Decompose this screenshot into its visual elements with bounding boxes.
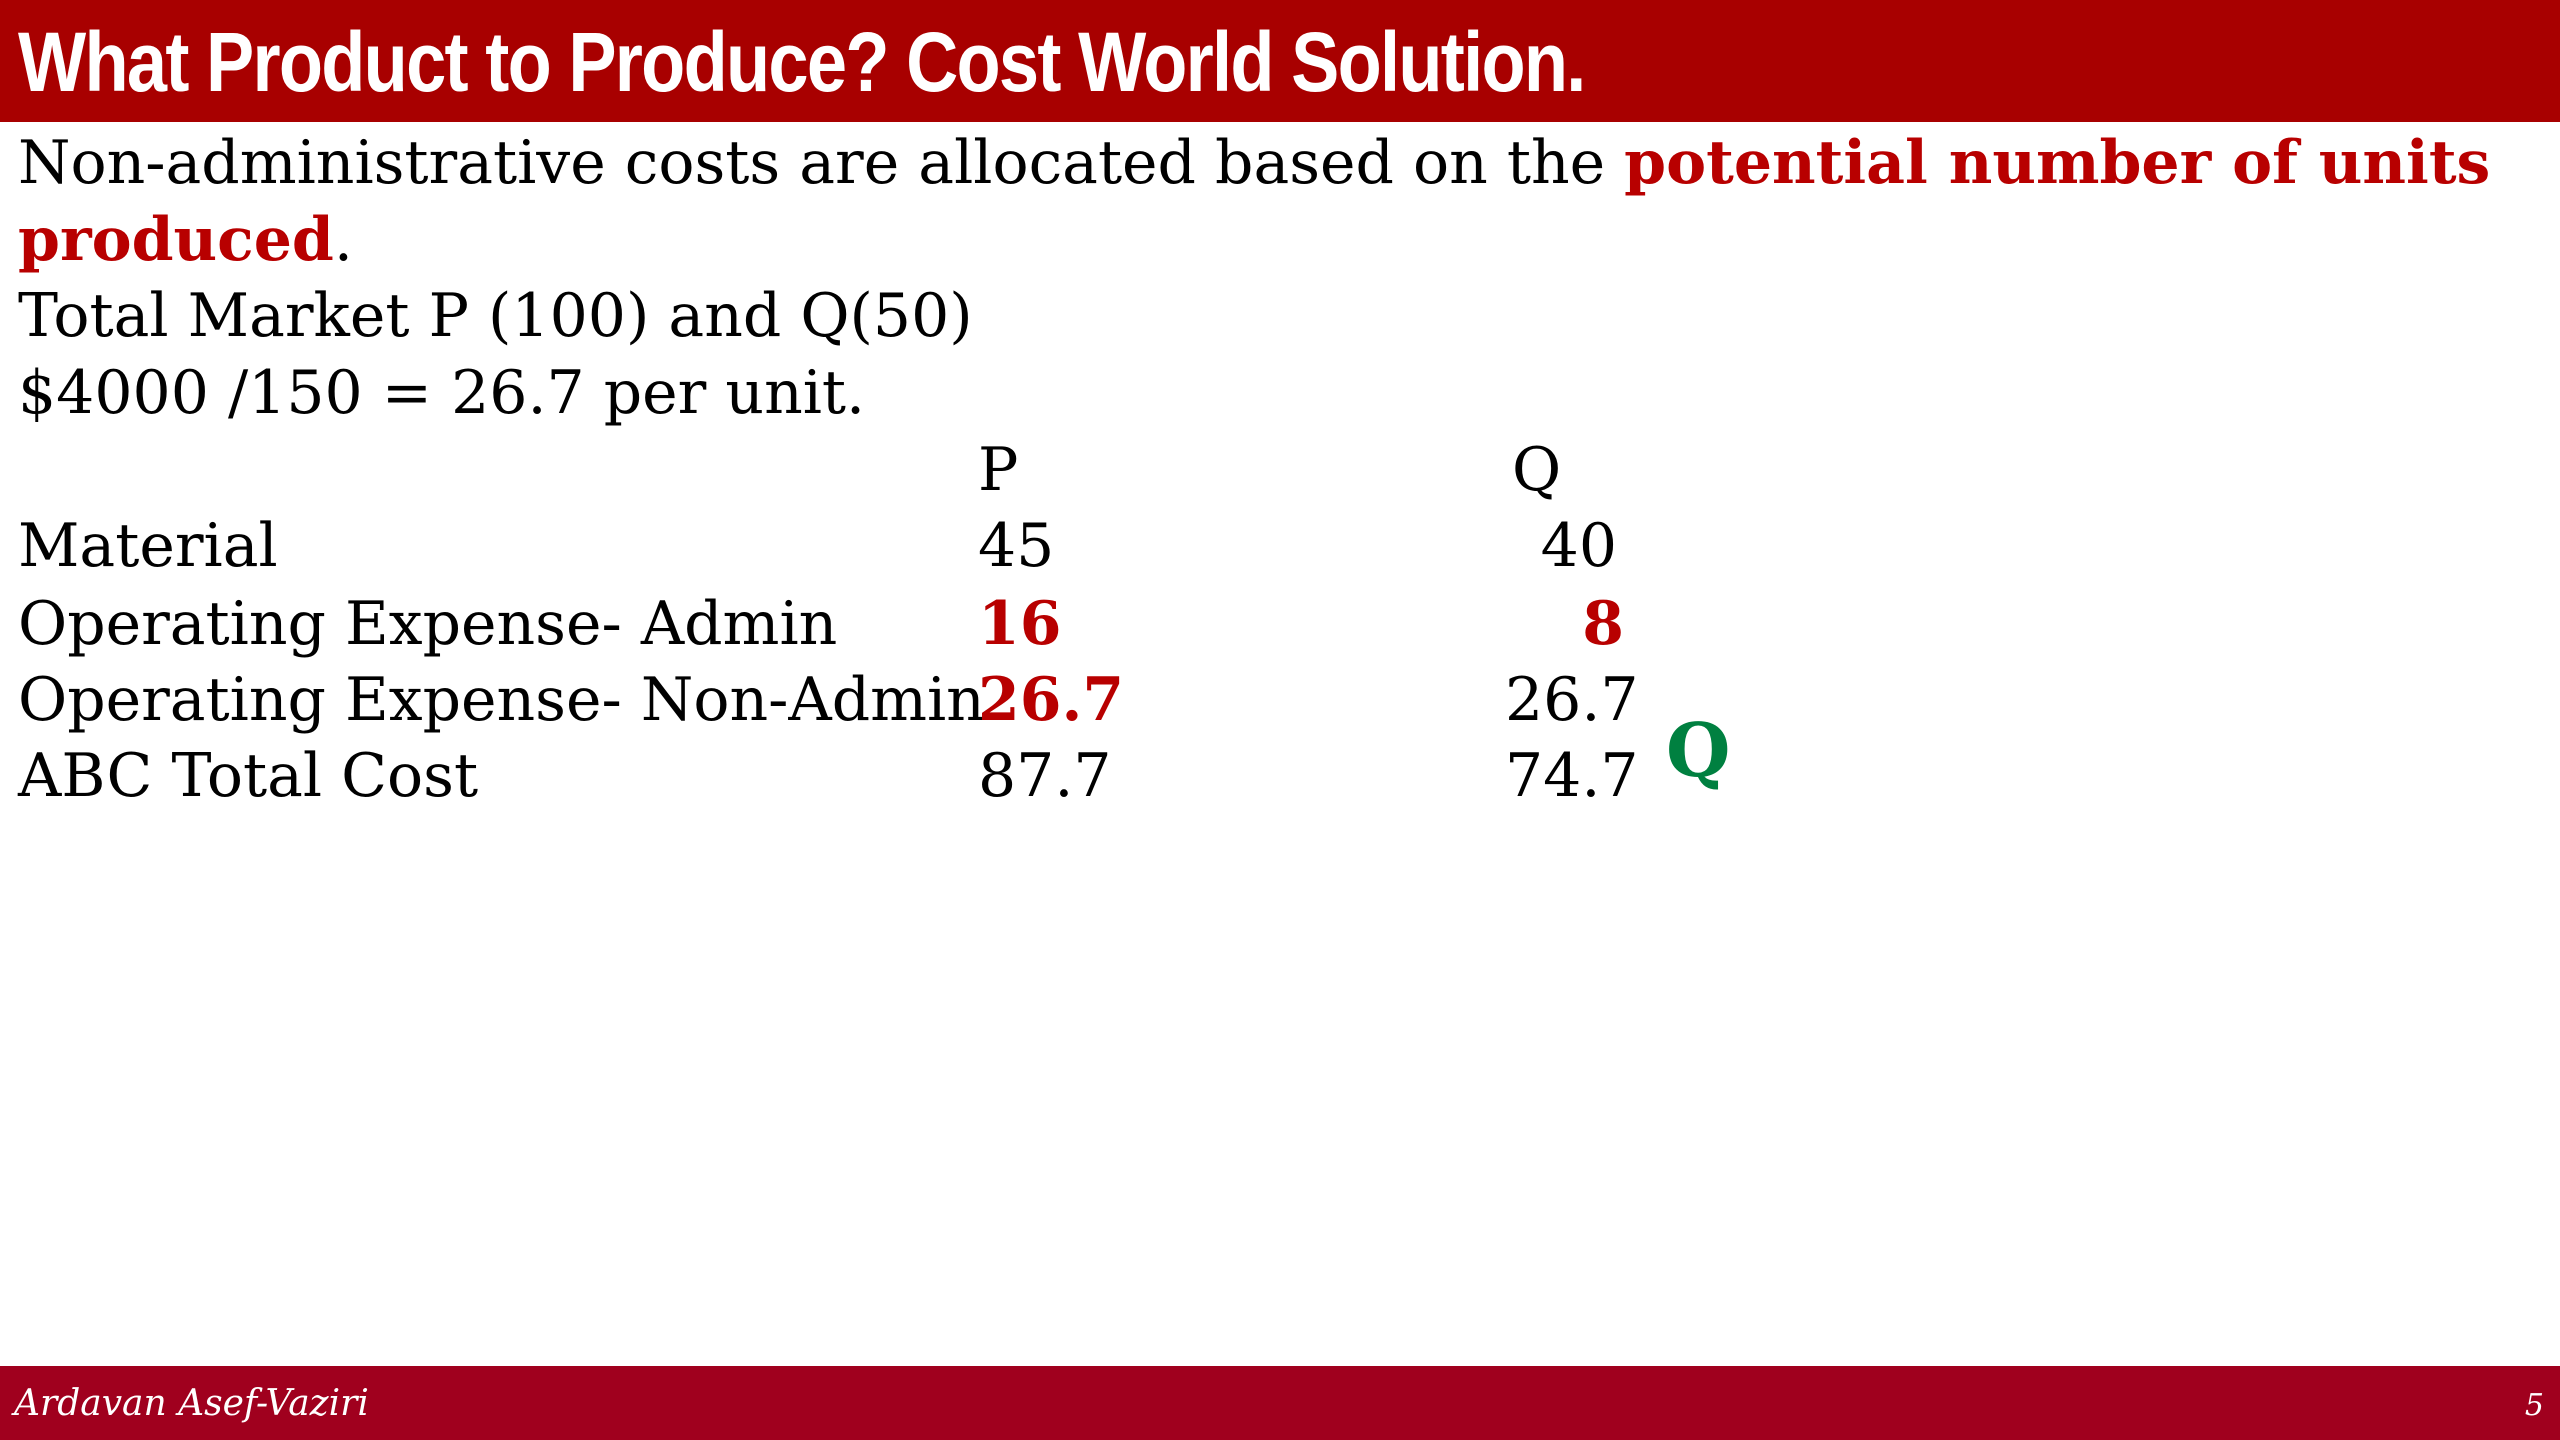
row-total-q: 74.7: [1505, 741, 1639, 811]
row-material-label: Material: [18, 511, 278, 581]
chosen-product-marker: Q: [1666, 708, 1731, 794]
row-total-p: 87.7: [978, 741, 1112, 811]
footer-bar: Ardavan Asef-Vaziri 5: [0, 1366, 2560, 1440]
header-q: Q: [1512, 435, 1562, 505]
row-nonadmin-p: 26.7: [978, 665, 1125, 735]
intro-highlight-2: produced: [18, 205, 334, 275]
row-admin-p: 16: [978, 589, 1062, 659]
page-number: 5: [2524, 1388, 2544, 1423]
row-material-p: 45: [978, 511, 1055, 581]
intro-prefix: Non-administrative costs are allocated b…: [18, 128, 1625, 198]
footer-author: Ardavan Asef-Vaziri: [14, 1383, 369, 1424]
intro-line-2: produced.: [18, 202, 353, 278]
row-nonadmin-q: 26.7: [1505, 665, 1639, 735]
row-material-q: 40: [1540, 511, 1617, 581]
intro-highlight-1: potential number of units: [1624, 128, 2491, 198]
row-admin-label: Operating Expense- Admin: [18, 589, 838, 659]
row-total-label: ABC Total Cost: [18, 741, 479, 811]
rate-line: $4000 /150 = 26.7 per unit.: [18, 358, 866, 428]
title-bar: What Product to Produce? Cost World Solu…: [0, 0, 2560, 122]
market-line: Total Market P (100) and Q(50): [18, 281, 973, 351]
header-p: P: [978, 435, 1019, 505]
slide-title: What Product to Produce? Cost World Solu…: [18, 15, 1586, 109]
intro-line-1: Non-administrative costs are allocated b…: [18, 125, 2490, 201]
intro-suffix: .: [333, 205, 353, 275]
row-admin-q: 8: [1582, 589, 1624, 659]
row-nonadmin-label: Operating Expense- Non-Admin: [18, 665, 985, 735]
